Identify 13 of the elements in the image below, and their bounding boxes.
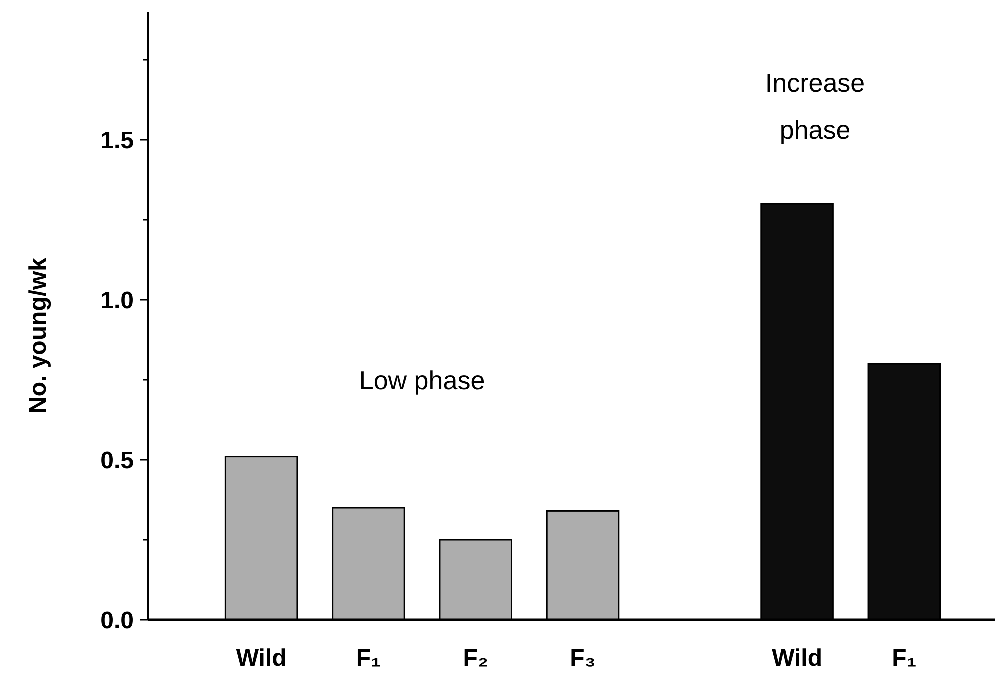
y-axis-title: No. young/wk bbox=[25, 257, 52, 414]
x-tick-label: F₁ bbox=[356, 645, 382, 672]
x-tick-label: F₃ bbox=[570, 645, 596, 672]
y-tick-label: 1.5 bbox=[100, 127, 134, 154]
x-tick-label: Wild bbox=[772, 645, 823, 672]
y-tick-label: 0.5 bbox=[100, 447, 134, 474]
annotation: Low phase bbox=[359, 366, 486, 396]
annotation: Increase phase bbox=[765, 68, 866, 145]
x-tick-label: F₁ bbox=[892, 645, 917, 672]
x-tick-label: F₂ bbox=[463, 645, 489, 672]
y-tick-label: 1.0 bbox=[100, 287, 134, 314]
x-tick-label: Wild bbox=[236, 645, 287, 672]
y-tick-label: 0.0 bbox=[100, 607, 134, 634]
